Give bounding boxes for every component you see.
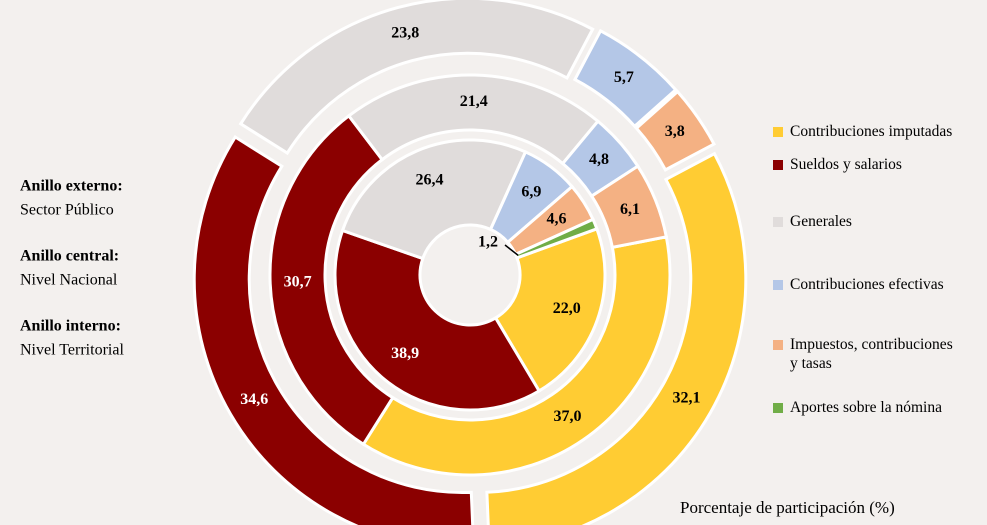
value-label: 23,8 bbox=[391, 25, 419, 42]
value-label: 4,8 bbox=[589, 151, 609, 168]
ring-segment bbox=[333, 228, 542, 412]
ring-segment bbox=[589, 164, 669, 250]
value-label: 34,6 bbox=[240, 391, 268, 408]
ring-segment bbox=[268, 113, 395, 447]
value-label: 6,9 bbox=[521, 183, 541, 200]
ring-label: Anillo externo: bbox=[20, 178, 123, 195]
legend-swatch bbox=[773, 340, 783, 350]
legend-entry: Contribuciones efectivas bbox=[773, 275, 963, 294]
legend-label: Generales bbox=[790, 213, 852, 230]
ring-segment bbox=[513, 217, 599, 260]
value-label: 4,6 bbox=[547, 210, 567, 227]
value-label: 1,2 bbox=[478, 234, 498, 251]
ring-segment bbox=[485, 151, 748, 525]
ring-segment bbox=[192, 134, 475, 525]
ring-label: Anillo interno: bbox=[20, 318, 121, 335]
value-label: 38,9 bbox=[391, 345, 419, 362]
legend-entry: Aportes sobre la nómina bbox=[773, 398, 963, 417]
legend-label: Aportes sobre la nómina bbox=[790, 399, 942, 416]
ring-name: Nivel Territorial bbox=[20, 342, 124, 359]
legend-entry: Sueldos y salarios bbox=[773, 155, 963, 174]
legend-label: Impuestos, contribuciones y tasas bbox=[790, 336, 953, 372]
ring-segment bbox=[340, 138, 528, 261]
value-label: 22,0 bbox=[553, 300, 581, 317]
value-label: 32,1 bbox=[673, 390, 701, 407]
ring-label: Anillo central: bbox=[20, 248, 119, 265]
ring-segment bbox=[634, 89, 717, 172]
value-label: 26,4 bbox=[415, 171, 443, 188]
leader-line bbox=[504, 244, 519, 256]
value-label: 30,7 bbox=[284, 273, 312, 290]
ring-segment bbox=[361, 235, 672, 477]
legend-swatch bbox=[773, 127, 783, 137]
legend-swatch bbox=[773, 280, 783, 290]
legend-swatch bbox=[773, 403, 783, 413]
ring-segment bbox=[572, 28, 678, 129]
legend-label: Contribuciones efectivas bbox=[790, 276, 944, 293]
value-label: 21,4 bbox=[460, 93, 488, 110]
legend-entry: Contribuciones imputadas bbox=[773, 122, 963, 141]
value-label: 37,0 bbox=[553, 408, 581, 425]
legend-label: Sueldos y salarios bbox=[790, 156, 902, 173]
legend-swatch bbox=[773, 217, 783, 227]
ring-segment bbox=[493, 226, 607, 394]
legend-entry: Impuestos, contribuciones y tasas bbox=[773, 335, 963, 373]
ring-name: Nivel Nacional bbox=[20, 272, 118, 289]
value-label: 3,8 bbox=[665, 123, 685, 140]
legend-swatch bbox=[773, 160, 783, 170]
legend-label: Contribuciones imputadas bbox=[790, 123, 953, 140]
ring-segment bbox=[238, 0, 595, 156]
value-label: 6,1 bbox=[620, 201, 640, 218]
legend-entry: Generales bbox=[773, 212, 963, 231]
ring-name: Sector Público bbox=[20, 202, 114, 219]
note: Porcentaje de participación (%) bbox=[680, 498, 895, 517]
value-label: 5,7 bbox=[614, 69, 634, 86]
